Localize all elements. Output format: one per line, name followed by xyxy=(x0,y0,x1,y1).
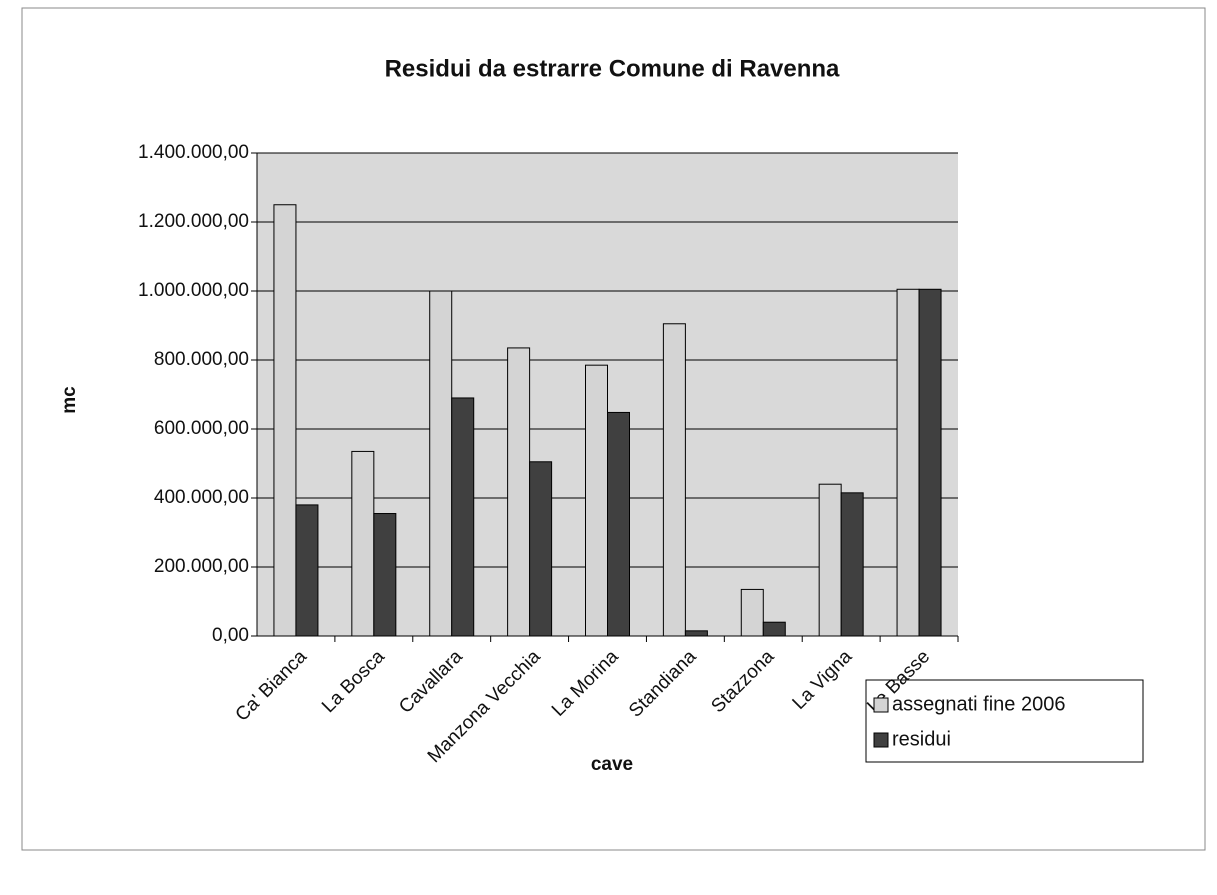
bar xyxy=(896,288,920,637)
y-tick-label: 600.000,00 xyxy=(154,418,249,439)
bar xyxy=(684,630,708,637)
bar xyxy=(529,461,553,637)
y-tick-label: 1.200.000,00 xyxy=(138,211,249,232)
y-tick-label: 1.400.000,00 xyxy=(138,142,249,163)
y-tick-label: 200.000,00 xyxy=(154,556,249,577)
y-tick-label: 400.000,00 xyxy=(154,487,249,508)
bar xyxy=(429,290,453,637)
bar xyxy=(762,621,786,637)
bar xyxy=(451,397,475,637)
legend-swatch xyxy=(873,697,889,713)
bar xyxy=(351,450,375,637)
legend-swatch xyxy=(873,732,889,748)
bar xyxy=(373,513,397,637)
legend-label: assegnati fine 2006 xyxy=(892,693,1065,715)
bar xyxy=(607,411,630,637)
bar xyxy=(662,323,686,637)
bar xyxy=(818,483,842,637)
legend-label: residui xyxy=(892,728,951,750)
y-axis-label: mc xyxy=(59,386,80,414)
bar xyxy=(273,204,297,637)
legend-box xyxy=(865,679,1144,763)
x-axis-label: cave xyxy=(591,754,633,775)
bar xyxy=(840,492,864,637)
y-tick-label: 0,00 xyxy=(212,625,249,646)
bar xyxy=(507,347,531,637)
bar xyxy=(740,588,764,637)
bar xyxy=(585,364,608,637)
y-tick-label: 800.000,00 xyxy=(154,349,249,370)
chart-title: Residui da estrarre Comune di Ravenna xyxy=(385,55,840,82)
y-tick-label: 1.000.000,00 xyxy=(138,280,249,301)
bar xyxy=(295,504,319,637)
bar xyxy=(918,288,942,637)
